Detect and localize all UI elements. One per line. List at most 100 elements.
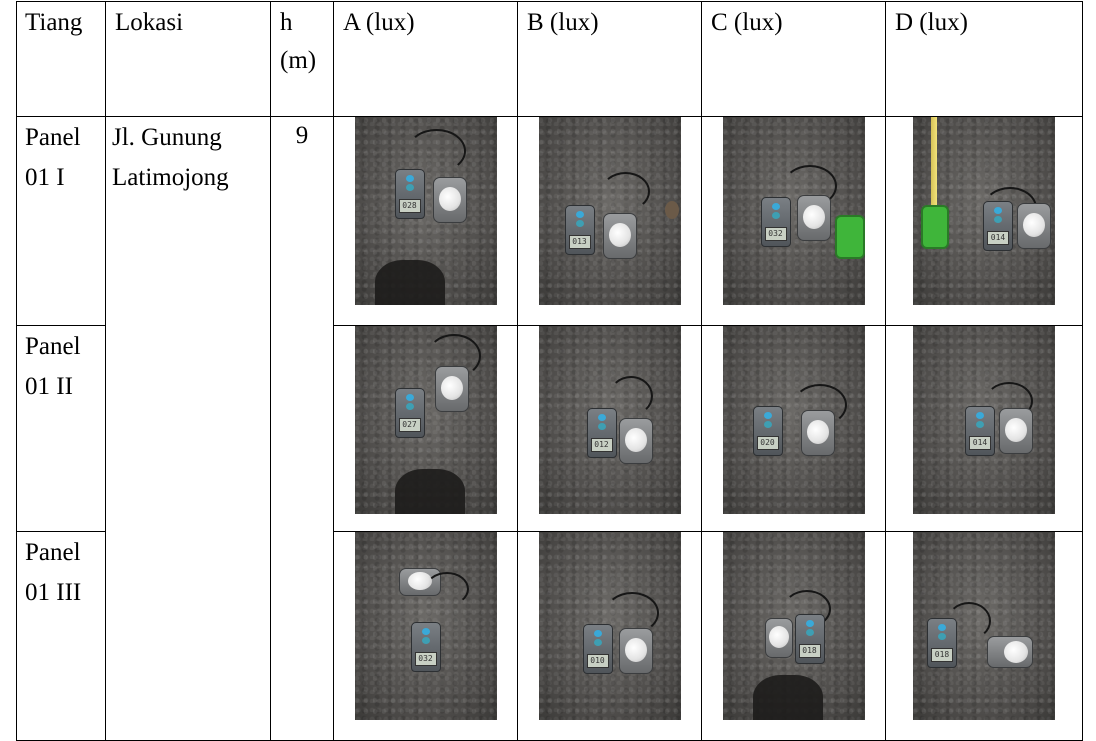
lux-meter-icon: 032 xyxy=(410,622,441,672)
tiang-label-line2: 01 I xyxy=(25,164,65,191)
tiang-label-line2: 01 II xyxy=(25,373,73,400)
lux-measurement-table: Tiang Lokasi h (m) A (lux) B (lux) C (lu… xyxy=(16,1,1083,741)
light-sensor-icon xyxy=(398,568,441,596)
header-col-d: D (lux) xyxy=(885,1,1083,117)
tiang-cell: Panel 01 II xyxy=(16,325,106,532)
lux-meter-icon: 027 xyxy=(394,388,425,438)
photo-cell-a: 028 xyxy=(333,116,518,326)
lcd-reading: 014 xyxy=(969,436,991,450)
photo-cell-c: 032 xyxy=(701,116,886,326)
lokasi-cell: Jl. Gunung Latimojong xyxy=(105,116,271,741)
ruler-shape xyxy=(931,117,937,237)
photo-cell-d: 014 xyxy=(885,116,1083,326)
lux-meter-photo: 014 xyxy=(913,326,1055,514)
light-sensor-icon xyxy=(1017,203,1051,249)
lcd-reading: 028 xyxy=(398,199,421,213)
light-sensor-icon xyxy=(434,366,469,412)
cable-shape xyxy=(608,376,653,416)
lux-meter-photo: 014 xyxy=(913,117,1055,305)
header-col-c: C (lux) xyxy=(701,1,886,117)
lcd-reading: 014 xyxy=(987,231,1009,245)
light-sensor-icon xyxy=(602,213,637,259)
header-col-b: B (lux) xyxy=(517,1,702,117)
lux-meter-photo: 013 xyxy=(538,117,681,305)
photo-cell-c: 018 xyxy=(701,531,886,741)
lux-meter-icon: 010 xyxy=(582,624,613,674)
photo-cell-b: 010 xyxy=(517,531,702,741)
cable-shape xyxy=(604,592,659,634)
cable-shape xyxy=(782,165,837,207)
tiang-label-line1: Panel xyxy=(25,333,81,360)
tiang-cell: Panel 01 I xyxy=(16,116,106,326)
header-row: Tiang Lokasi h (m) A (lux) B (lux) C (lu… xyxy=(16,1,1083,117)
lcd-reading: 018 xyxy=(798,644,821,658)
light-sensor-icon xyxy=(796,195,831,241)
lux-meter-icon: 014 xyxy=(983,201,1013,251)
photo-cell-c: 020 xyxy=(701,325,886,532)
lux-meter-photo: 028 xyxy=(354,117,497,305)
lokasi-line1: Jl. Gunung xyxy=(112,124,222,151)
lux-meter-icon: 028 xyxy=(394,169,425,219)
lokasi-line2: Latimojong xyxy=(112,164,229,191)
light-sensor-icon xyxy=(999,408,1033,454)
tiang-label-line2: 01 III xyxy=(25,579,82,606)
photo-cell-d: 014 xyxy=(885,325,1083,532)
header-h: h (m) xyxy=(270,1,334,117)
h-value-cell: 9 xyxy=(270,116,334,741)
cable-shape xyxy=(600,172,650,211)
lcd-reading: 012 xyxy=(590,438,613,452)
lux-meter-icon: 018 xyxy=(794,614,825,664)
photo-cell-b: 012 xyxy=(517,325,702,532)
cable-shape xyxy=(424,572,469,606)
h-value: 9 xyxy=(295,122,309,149)
header-h-line1: h xyxy=(280,9,293,36)
light-sensor-icon xyxy=(618,628,653,674)
lux-meter-icon: 020 xyxy=(752,406,783,456)
measuring-tape-icon xyxy=(834,215,865,259)
header-col-a: A (lux) xyxy=(333,1,518,117)
lux-meter-photo: 027 xyxy=(354,326,497,514)
lcd-reading: 032 xyxy=(764,227,787,241)
light-sensor-icon xyxy=(432,177,467,223)
cable-shape xyxy=(782,590,831,628)
lux-meter-photo: 032 xyxy=(722,117,865,305)
table-row: Panel 01 I Jl. Gunung Latimojong 9 028 xyxy=(16,116,1083,741)
cable-shape xyxy=(426,334,481,378)
lcd-reading: 027 xyxy=(398,418,421,432)
cable-shape xyxy=(792,384,847,426)
shadow-shape xyxy=(394,469,465,514)
lux-meter-photo: 018 xyxy=(722,532,865,720)
shadow-shape xyxy=(374,260,445,305)
lux-meter-photo: 032 xyxy=(354,532,497,720)
header-tiang: Tiang xyxy=(16,1,106,117)
lux-meter-icon: 012 xyxy=(586,408,617,458)
lux-meter-photo: 012 xyxy=(538,326,681,514)
lux-meter-photo: 018 xyxy=(913,532,1055,720)
light-sensor-icon xyxy=(987,636,1033,668)
lux-meter-icon: 014 xyxy=(965,406,995,456)
lux-meter-icon: 013 xyxy=(564,205,595,255)
photo-cell-d: 018 xyxy=(885,531,1083,741)
lux-meter-photo: 010 xyxy=(538,532,681,720)
lcd-reading: 018 xyxy=(931,648,953,662)
lcd-reading: 032 xyxy=(414,652,437,666)
tiang-label-line1: Panel xyxy=(25,539,81,566)
lcd-reading: 020 xyxy=(756,436,779,450)
shadow-shape xyxy=(752,675,823,720)
photo-cell-a: 032 xyxy=(333,531,518,741)
cable-shape xyxy=(985,382,1033,420)
lcd-reading: 010 xyxy=(586,654,609,668)
table-row: Panel 01 III 032 010 xyxy=(16,531,1083,741)
lux-meter-icon: 018 xyxy=(927,618,957,668)
cable-shape xyxy=(406,129,466,173)
header-h-line2: (m) xyxy=(280,47,317,74)
lux-meter-icon: 032 xyxy=(760,197,791,247)
lux-meter-photo: 020 xyxy=(722,326,865,514)
table-row: Panel 01 II 027 012 xyxy=(16,325,1083,532)
light-sensor-icon xyxy=(800,410,835,456)
light-sensor-icon xyxy=(618,418,653,464)
tiang-cell: Panel 01 III xyxy=(16,531,106,741)
measuring-tape-icon xyxy=(921,205,949,249)
tiang-label-line1: Panel xyxy=(25,124,81,151)
photo-cell-a: 027 xyxy=(333,325,518,532)
